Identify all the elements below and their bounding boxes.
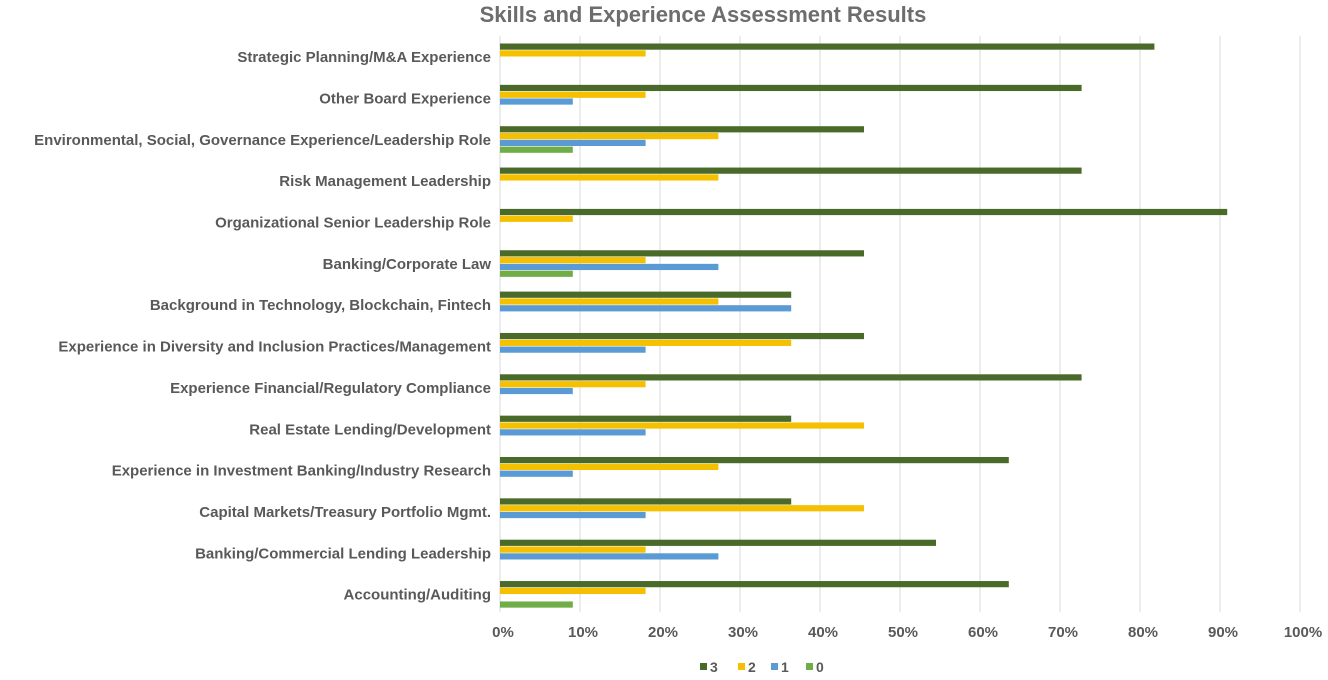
bar-series-1-cat-6 (500, 305, 792, 312)
bars (500, 43, 1228, 608)
bar-series-2-cat-9 (500, 422, 864, 429)
category-label: Other Board Experience (319, 90, 491, 107)
bar-series-3-cat-5 (500, 250, 864, 257)
bar-series-1-cat-1 (500, 98, 573, 105)
x-tick-label: 60% (968, 624, 998, 641)
x-tick-labels: 0% 10% 20% 30% 40% 50% 60% 70% 80% 90% 100% (492, 624, 1322, 641)
legend-label-1: 1 (781, 659, 789, 675)
category-label: Experience in Diversity and Inclusion Pr… (58, 339, 491, 356)
bar-series-2-cat-10 (500, 463, 719, 470)
bar-series-3-cat-7 (500, 332, 864, 340)
category-label: Organizational Senior Leadership Role (215, 215, 491, 232)
category-label: Strategic Planning/M&A Experience (237, 49, 491, 66)
bar-series-1-cat-5 (500, 263, 719, 271)
bar-series-2-cat-11 (500, 505, 864, 512)
category-label: Environmental, Social, Governance Experi… (34, 132, 491, 149)
bar-series-1-cat-9 (500, 429, 646, 436)
x-tick-label: 90% (1208, 624, 1238, 641)
category-labels: Strategic Planning/M&A Experience Other B… (34, 49, 491, 604)
x-tick-label: 0% (492, 624, 514, 641)
bar-series-2-cat-8 (500, 381, 646, 388)
x-tick-label: 50% (888, 624, 918, 641)
bar-series-3-cat-2 (500, 126, 864, 133)
bar-series-3-cat-8 (500, 374, 1082, 381)
legend-label-2: 2 (748, 659, 756, 675)
bar-series-2-cat-7 (500, 339, 792, 346)
bar-series-3-cat-1 (500, 84, 1082, 92)
bar-series-3-cat-0 (500, 43, 1155, 50)
legend-swatch-3 (700, 663, 707, 670)
bar-series-2-cat-2 (500, 133, 719, 140)
category-label: Background in Technology, Blockchain, Fi… (150, 297, 491, 314)
legend: 3 2 1 0 (700, 659, 824, 675)
bar-series-1-cat-10 (500, 470, 573, 477)
x-tick-label: 10% (568, 624, 598, 641)
category-label: Capital Markets/Treasury Portfolio Mgmt. (199, 504, 491, 521)
legend-swatch-2 (738, 663, 745, 670)
x-tick-label: 70% (1048, 624, 1078, 641)
bar-series-2-cat-1 (500, 91, 646, 98)
bar-series-3-cat-9 (500, 415, 792, 422)
bar-series-3-cat-13 (500, 581, 1009, 588)
bar-series-1-cat-8 (500, 387, 573, 395)
bar-series-2-cat-5 (500, 257, 646, 264)
bar-series-3-cat-10 (500, 457, 1009, 464)
x-tick-label: 20% (648, 624, 678, 641)
category-label: Real Estate Lending/Development (249, 421, 491, 438)
bar-series-3-cat-4 (500, 208, 1228, 216)
bar-series-1-cat-2 (500, 139, 646, 146)
bar-series-2-cat-4 (500, 215, 573, 222)
category-label: Risk Management Leadership (279, 173, 491, 190)
bar-series-0-cat-5 (500, 270, 573, 277)
bar-series-3-cat-3 (500, 167, 1082, 174)
legend-swatch-0 (806, 663, 813, 670)
bar-series-2-cat-0 (500, 50, 646, 57)
bar-series-0-cat-13 (500, 601, 573, 608)
x-tick-label: 40% (808, 624, 838, 641)
legend-label-3: 3 (710, 659, 718, 675)
bar-series-1-cat-12 (500, 553, 719, 560)
x-tick-label: 30% (728, 624, 758, 641)
bar-series-3-cat-6 (500, 291, 792, 298)
x-tick-label: 100% (1284, 624, 1322, 641)
bar-series-0-cat-2 (500, 146, 573, 153)
category-label: Banking/Commercial Lending Leadership (195, 545, 491, 562)
legend-label-0: 0 (816, 659, 824, 675)
gridlines (499, 36, 1301, 612)
bar-series-1-cat-7 (500, 346, 646, 353)
x-tick-label: 80% (1128, 624, 1158, 641)
chart-title: Skills and Experience Assessment Results (480, 2, 927, 27)
bar-series-2-cat-3 (500, 174, 719, 181)
category-label: Accounting/Auditing (344, 587, 491, 604)
category-label: Experience in Investment Banking/Industr… (112, 463, 491, 480)
bar-series-1-cat-11 (500, 511, 646, 519)
bar-series-2-cat-6 (500, 298, 719, 305)
bar-series-3-cat-12 (500, 539, 936, 546)
category-label: Experience Financial/Regulatory Complian… (170, 380, 491, 397)
legend-swatch-1 (771, 663, 778, 670)
bar-series-2-cat-12 (500, 546, 646, 553)
bar-series-2-cat-13 (500, 587, 646, 595)
category-label: Banking/Corporate Law (323, 256, 492, 273)
bar-series-3-cat-11 (500, 498, 792, 505)
